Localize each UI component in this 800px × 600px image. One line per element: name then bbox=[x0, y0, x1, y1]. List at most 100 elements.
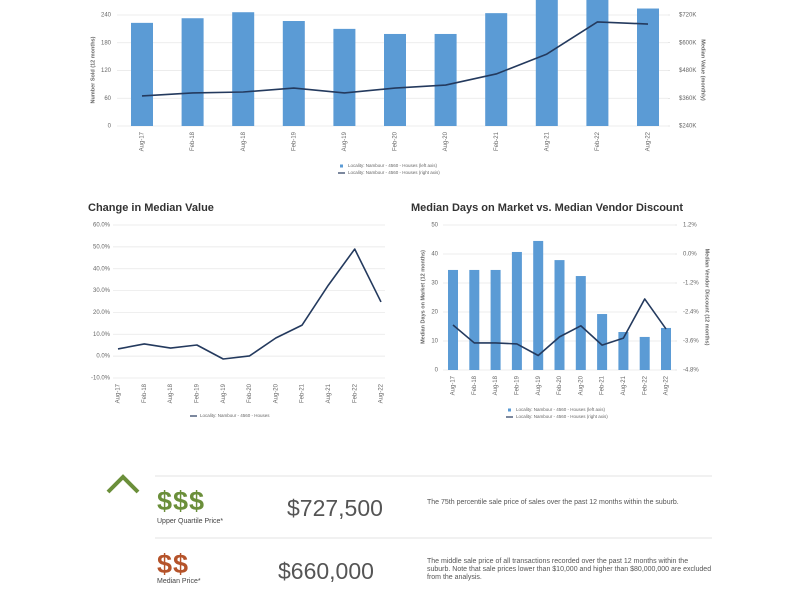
y-tick-label: 50 bbox=[431, 223, 438, 229]
y-tick-label: 20.0% bbox=[93, 310, 111, 316]
y2-tick-label: 0.0% bbox=[683, 252, 697, 258]
bar bbox=[639, 336, 650, 370]
bar bbox=[637, 8, 659, 126]
x-tick-label: Feb-19 bbox=[291, 131, 297, 151]
bar bbox=[586, 0, 609, 126]
legend-label: Locality: Nambour - 4560 - Houses bbox=[200, 413, 270, 418]
y-tick-label: 40.0% bbox=[93, 266, 111, 272]
x-tick-label: Feb-19 bbox=[194, 383, 200, 403]
bar bbox=[384, 33, 406, 126]
bar bbox=[181, 18, 204, 126]
chart-title: Change in Median Value bbox=[88, 202, 214, 214]
x-tick-label: Aug-22 bbox=[664, 375, 670, 395]
y-tick-label: 40 bbox=[431, 252, 438, 258]
x-tick-label: Aug-18 bbox=[493, 375, 499, 395]
legend-swatch bbox=[340, 164, 343, 168]
y-tick-label: 30.0% bbox=[93, 288, 111, 294]
legend-label: Locality: Nambour - 4560 - Houses (left … bbox=[516, 407, 606, 412]
y-tick-label: 0 bbox=[108, 124, 112, 130]
legend-label: Locality: Nambour - 4560 - Houses (right… bbox=[348, 170, 440, 175]
price-value: $727,500 bbox=[287, 495, 383, 521]
bar bbox=[554, 260, 565, 370]
line bbox=[117, 248, 382, 360]
bar bbox=[333, 28, 356, 126]
legend-label: Locality: Nambour - 4560 - Houses (right… bbox=[516, 414, 608, 419]
x-tick-label: Feb-18 bbox=[190, 131, 196, 151]
y-axis-title: Median Days on Market (12 months) bbox=[420, 250, 426, 344]
x-tick-label: Aug-19 bbox=[342, 131, 348, 151]
line bbox=[141, 21, 649, 97]
legend-swatch bbox=[508, 408, 511, 412]
x-tick-label: Aug-21 bbox=[544, 131, 550, 151]
bar bbox=[597, 314, 608, 370]
x-tick-label: Feb-20 bbox=[557, 375, 563, 395]
x-tick-label: Aug-17 bbox=[116, 383, 122, 403]
y-tick-label: 0 bbox=[435, 368, 439, 374]
y2-tick-label: 1.2% bbox=[683, 223, 697, 229]
x-tick-label: Aug-20 bbox=[273, 383, 279, 403]
chart-title: Median Days on Market vs. Median Vendor … bbox=[411, 202, 683, 214]
x-tick-label: Feb-22 bbox=[352, 383, 358, 403]
y-tick-label: -10.0% bbox=[91, 376, 111, 382]
bar bbox=[533, 240, 544, 370]
legend-label: Locality: Nambour - 4560 - Houses (left … bbox=[348, 163, 438, 168]
bar bbox=[661, 327, 671, 370]
y2-tick-label: $600K bbox=[679, 40, 696, 46]
x-tick-label: Aug-20 bbox=[578, 375, 584, 395]
x-tick-label: Feb-21 bbox=[300, 383, 306, 403]
x-tick-label: Aug-22 bbox=[379, 383, 385, 403]
price-value: $660,000 bbox=[278, 558, 374, 584]
price-symbol: $$ bbox=[157, 549, 190, 579]
x-tick-label: Feb-22 bbox=[642, 375, 648, 395]
price-label: Median Price* bbox=[157, 578, 201, 585]
bar bbox=[448, 269, 458, 370]
y2-tick-label: -2.4% bbox=[683, 310, 699, 316]
y2-axis-title: Median Vendor Discount (12 months) bbox=[704, 249, 710, 346]
x-tick-label: Aug-17 bbox=[451, 375, 457, 395]
bar bbox=[535, 0, 558, 126]
x-tick-label: Feb-21 bbox=[494, 131, 500, 151]
y2-tick-label: $720K bbox=[679, 13, 696, 19]
x-tick-label: Aug-21 bbox=[326, 383, 332, 403]
y-tick-label: 20 bbox=[431, 310, 438, 316]
x-tick-label: Feb-22 bbox=[595, 131, 601, 151]
y-tick-label: 10.0% bbox=[93, 332, 111, 338]
bar bbox=[232, 12, 255, 127]
y2-axis-title: Median Value (monthly) bbox=[700, 39, 706, 101]
y-tick-label: 120 bbox=[101, 68, 112, 74]
x-tick-label: Feb-18 bbox=[472, 375, 478, 395]
bar bbox=[282, 21, 305, 127]
x-tick-label: Aug-18 bbox=[241, 131, 247, 151]
y-tick-label: 50.0% bbox=[93, 244, 111, 250]
x-tick-label: Aug-22 bbox=[646, 131, 652, 151]
x-tick-label: Feb-18 bbox=[142, 383, 148, 403]
bar bbox=[469, 269, 480, 370]
bar bbox=[575, 276, 586, 370]
y-tick-label: 10 bbox=[431, 339, 438, 345]
y-tick-label: 60 bbox=[104, 96, 111, 102]
x-tick-label: Aug-21 bbox=[621, 375, 627, 395]
y-tick-label: 30 bbox=[431, 281, 438, 287]
bar bbox=[131, 22, 153, 126]
price-symbol: $$$ bbox=[157, 486, 206, 516]
x-tick-label: Feb-19 bbox=[514, 375, 520, 395]
x-tick-label: Aug-19 bbox=[536, 375, 542, 395]
y2-tick-label: -1.2% bbox=[683, 281, 699, 287]
arrow-head bbox=[106, 474, 140, 494]
bar bbox=[485, 13, 508, 126]
x-tick-label: Aug-18 bbox=[168, 383, 174, 403]
x-tick-label: Feb-20 bbox=[393, 131, 399, 151]
y-tick-label: 0.0% bbox=[96, 354, 110, 360]
y-axis-title: Number Sold (12 months) bbox=[90, 36, 96, 103]
y-tick-label: 180 bbox=[101, 40, 112, 46]
bar bbox=[511, 251, 522, 370]
x-tick-label: Aug-20 bbox=[443, 131, 449, 151]
y-tick-label: 240 bbox=[101, 13, 112, 19]
y2-tick-label: $360K bbox=[679, 96, 696, 102]
y2-tick-label: -4.8% bbox=[683, 368, 699, 374]
bar bbox=[434, 33, 457, 126]
bar bbox=[618, 332, 629, 370]
y2-tick-label: -3.6% bbox=[683, 339, 699, 345]
